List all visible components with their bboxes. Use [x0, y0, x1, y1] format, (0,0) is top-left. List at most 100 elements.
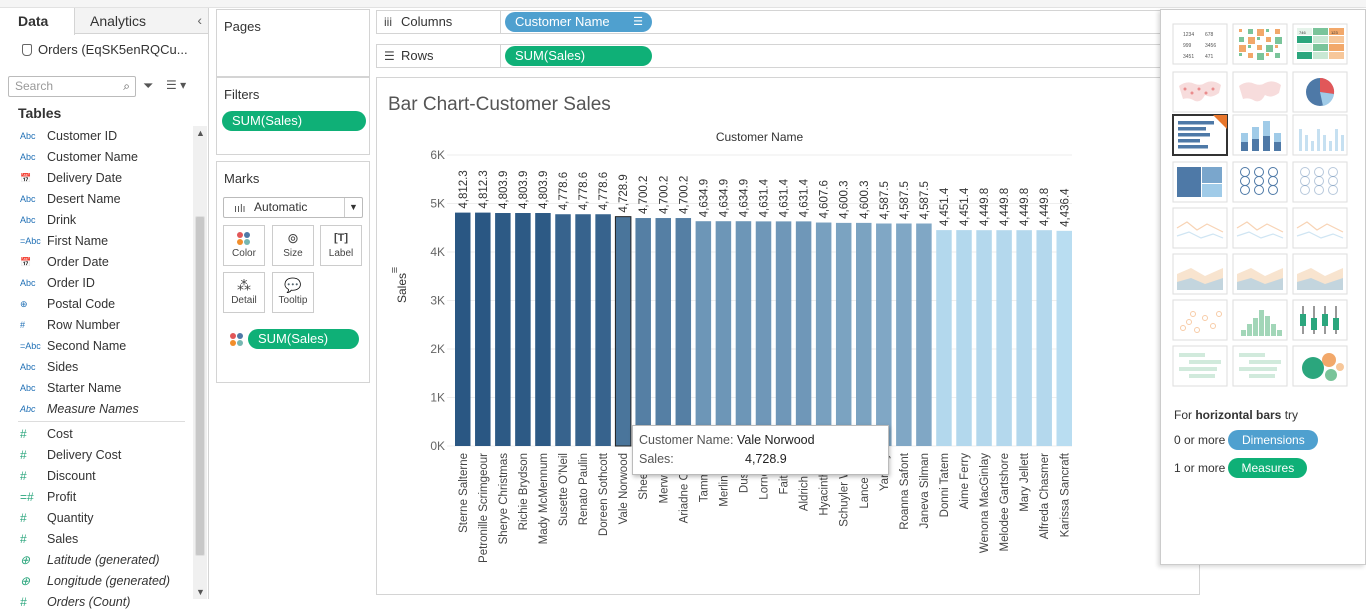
bar[interactable] — [1056, 230, 1073, 446]
marks-size-button[interactable]: ⊚ Size — [272, 225, 314, 266]
field-item[interactable]: ⊕ Longitude (generated) — [0, 571, 193, 592]
bar[interactable] — [815, 222, 832, 446]
show-me-scatter-plot[interactable] — [1172, 299, 1228, 341]
rows-shelf[interactable]: ☰ Rows SUM(Sales) — [376, 44, 1200, 68]
data-source[interactable]: Orders (EqSK5enRQCu... — [22, 42, 188, 57]
show-me-line-continuous[interactable] — [1172, 207, 1228, 249]
field-item[interactable]: # Quantity — [0, 508, 193, 529]
bar[interactable] — [1016, 230, 1032, 446]
marks-detail-button[interactable]: ⁂ Detail — [223, 272, 265, 313]
marks-pill-sum-sales[interactable]: SUM(Sales) — [248, 329, 359, 349]
filter-pill-sum-sales[interactable]: SUM(Sales) — [222, 111, 366, 131]
bar[interactable] — [455, 212, 471, 446]
bar[interactable] — [775, 221, 792, 446]
show-me-histogram[interactable] — [1232, 299, 1288, 341]
bar[interactable] — [655, 218, 672, 446]
bar-chart[interactable]: Customer Name 0K 1K 2K 3K 4K 5K 6K Sales≡ 4,812.3… — [377, 78, 1199, 594]
field-item[interactable]: # Row Number — [0, 315, 193, 336]
tab-data[interactable]: Data — [0, 8, 75, 35]
field-item[interactable]: # Delivery Cost — [0, 445, 193, 466]
bar[interactable] — [614, 216, 632, 447]
bar[interactable] — [835, 222, 852, 446]
field-item[interactable]: Abc Starter Name — [0, 378, 193, 399]
bar[interactable] — [996, 230, 1012, 446]
bar[interactable] — [795, 221, 812, 446]
show-me-stacked-bars[interactable] — [1232, 114, 1288, 156]
field-item[interactable]: # Discount — [0, 466, 193, 487]
show-me-horizontal-bars[interactable] — [1172, 114, 1228, 156]
columns-shelf[interactable]: iii Columns Customer Name ☰ — [376, 10, 1200, 34]
marks-label-button[interactable]: [T] Label — [320, 225, 362, 266]
bar[interactable] — [595, 214, 611, 446]
show-me-area-discrete[interactable] — [1232, 253, 1288, 295]
bar[interactable] — [495, 213, 511, 446]
field-list-scrollbar[interactable]: ▲ ▼ — [193, 126, 207, 599]
field-item[interactable]: Abc Measure Names — [0, 399, 193, 420]
show-me-circle-views[interactable] — [1232, 161, 1288, 203]
field-item[interactable]: Abc Order ID — [0, 273, 193, 294]
bar[interactable] — [675, 218, 692, 446]
marks-color-button[interactable]: Color — [223, 225, 265, 266]
bar[interactable] — [976, 230, 992, 446]
show-me-filled-map[interactable] — [1232, 71, 1288, 113]
bar[interactable] — [735, 221, 752, 446]
show-me-bullet-graph[interactable] — [1232, 345, 1288, 387]
collapse-pane-icon[interactable]: ‹ — [197, 12, 202, 28]
field-item[interactable]: # Cost — [0, 424, 193, 445]
show-me-dual-lines[interactable] — [1292, 207, 1348, 249]
field-item[interactable]: =Abc Second Name — [0, 336, 193, 357]
bar[interactable] — [515, 213, 531, 446]
bar[interactable] — [535, 213, 551, 446]
show-me-area-continuous[interactable] — [1172, 253, 1228, 295]
show-me-gantt-chart[interactable] — [1172, 345, 1228, 387]
bar[interactable] — [635, 218, 651, 446]
show-me-symbol-map[interactable] — [1172, 71, 1228, 113]
field-item[interactable]: 📅 Delivery Date — [0, 168, 193, 189]
bar[interactable] — [1036, 230, 1052, 446]
bar[interactable] — [936, 230, 952, 446]
bar[interactable] — [956, 230, 972, 446]
show-me-side-by-side-bars[interactable] — [1292, 114, 1348, 156]
bar[interactable] — [876, 223, 892, 446]
field-item[interactable]: # Sales — [0, 529, 193, 550]
field-search-input[interactable]: Search ⌕ — [8, 76, 136, 97]
scroll-up-icon[interactable]: ▲ — [196, 128, 205, 138]
field-item[interactable]: =# Profit — [0, 487, 193, 508]
scrollbar-thumb[interactable] — [195, 216, 205, 556]
field-item[interactable]: 📅 Order Date — [0, 252, 193, 273]
field-item[interactable]: Abc Desert Name — [0, 189, 193, 210]
view-options-icon[interactable]: ☰ ▾ — [166, 78, 187, 92]
field-item[interactable]: ⊕ Postal Code — [0, 294, 193, 315]
field-item[interactable]: ⊕ Latitude (generated) — [0, 550, 193, 571]
field-item[interactable]: # Orders (Count) — [0, 592, 193, 613]
field-item[interactable]: Abc Customer ID — [0, 126, 193, 147]
bar[interactable] — [475, 212, 491, 446]
show-me-pie-chart[interactable] — [1292, 71, 1348, 113]
show-me-box-and-whisker[interactable] — [1292, 299, 1348, 341]
show-me-dual-combination[interactable] — [1292, 253, 1348, 295]
bar[interactable] — [755, 221, 772, 446]
field-item[interactable]: =Abc First Name — [0, 231, 193, 252]
field-item[interactable]: Abc Drink — [0, 210, 193, 231]
bar[interactable] — [896, 223, 912, 446]
show-me-heat-map[interactable] — [1232, 23, 1288, 65]
field-item[interactable]: Abc Customer Name — [0, 147, 193, 168]
scroll-down-icon[interactable]: ▼ — [196, 587, 205, 597]
marks-tooltip-button[interactable]: 💬 Tooltip — [272, 272, 314, 313]
bar[interactable] — [916, 223, 932, 446]
columns-pill-customer-name[interactable]: Customer Name ☰ — [505, 12, 652, 32]
field-item[interactable]: Abc Sides — [0, 357, 193, 378]
bar[interactable] — [856, 222, 872, 446]
pages-card[interactable]: Pages — [216, 9, 370, 77]
show-me-treemap[interactable] — [1172, 161, 1228, 203]
show-me-packed-bubbles[interactable] — [1292, 345, 1348, 387]
tab-analytics[interactable]: Analytics — [90, 13, 147, 29]
bar[interactable] — [695, 221, 712, 446]
show-me-text-table[interactable]: 1234 678 999 3456 3451 471 — [1172, 23, 1228, 65]
show-me-line-discrete[interactable] — [1232, 207, 1288, 249]
bar[interactable] — [555, 214, 571, 446]
bar[interactable] — [715, 221, 732, 446]
sort-icon[interactable]: ☰ — [633, 16, 643, 28]
filters-card[interactable]: Filters SUM(Sales) — [216, 77, 370, 155]
rows-pill-sum-sales[interactable]: SUM(Sales) — [505, 46, 652, 66]
